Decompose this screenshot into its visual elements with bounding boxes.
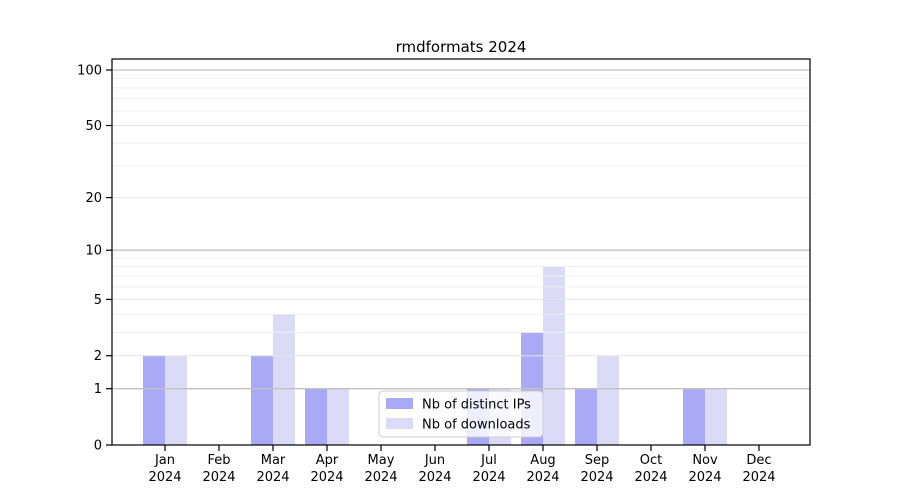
- plot-border: [111, 58, 811, 446]
- bar-nb-of-downloads: [165, 355, 187, 445]
- chart-title: rmdformats 2024: [396, 38, 527, 56]
- bar-nb-of-distinct-ips: [143, 355, 165, 445]
- legend-swatch-downloads: [386, 418, 413, 429]
- bar-nb-of-downloads: [705, 388, 727, 445]
- y-tick-label: 2: [94, 349, 102, 364]
- legend-swatch-distinct-ips: [386, 398, 413, 409]
- x-tick-label-year: 2024: [256, 470, 289, 485]
- x-tick-label-year: 2024: [310, 470, 343, 485]
- x-tick-label-month: Aug: [530, 453, 555, 468]
- x-tick-label-month: Dec: [746, 453, 771, 468]
- bar-nb-of-downloads: [327, 388, 349, 445]
- legend-label: Nb of distinct IPs: [422, 398, 531, 413]
- y-tick-label: 5: [94, 293, 102, 308]
- x-tick-label-month: Jul: [480, 453, 497, 468]
- bar-nb-of-distinct-ips: [305, 388, 327, 445]
- bar-nb-of-downloads: [273, 314, 295, 445]
- x-tick-label-month: Jan: [154, 453, 175, 468]
- x-tick-label-month: Feb: [207, 453, 230, 468]
- x-tick-label-year: 2024: [634, 470, 667, 485]
- y-axis: 0 1 2 5 10 20 50 100: [77, 64, 112, 454]
- x-tick-label-month: Apr: [316, 453, 339, 468]
- y-tick-label: 1: [94, 382, 102, 397]
- bar-nb-of-distinct-ips: [683, 388, 705, 445]
- x-tick-label-month: Jun: [424, 453, 445, 468]
- x-tick-label-month: Sep: [585, 453, 610, 468]
- x-tick-label-year: 2024: [472, 470, 505, 485]
- x-tick-label-year: 2024: [202, 470, 235, 485]
- y-tick-label: 10: [85, 244, 102, 259]
- y-tick-label: 100: [77, 64, 102, 79]
- x-tick-label-month: Oct: [640, 453, 662, 468]
- x-tick-label-year: 2024: [364, 470, 397, 485]
- legend: Nb of distinct IPs Nb of downloads: [378, 390, 544, 438]
- x-tick-label-year: 2024: [148, 470, 181, 485]
- legend-label: Nb of downloads: [422, 418, 531, 433]
- x-tick-label-month: May: [368, 453, 395, 468]
- x-tick-label-year: 2024: [418, 470, 451, 485]
- legend-box: [378, 390, 544, 438]
- bar-nb-of-distinct-ips: [575, 388, 597, 445]
- x-tick-label-year: 2024: [526, 470, 559, 485]
- gridlines-layer: [112, 69, 810, 390]
- bar-nb-of-downloads: [597, 355, 619, 445]
- bar-nb-of-distinct-ips: [251, 355, 273, 445]
- x-tick-label-year: 2024: [580, 470, 613, 485]
- y-tick-label: 0: [94, 439, 102, 454]
- y-tick-label: 20: [85, 191, 102, 206]
- x-tick-label-month: Nov: [692, 453, 718, 468]
- x-axis: Jan 2024 Feb 2024 Mar 2024 Apr 2024 May 2024 Jun 20…: [148, 445, 776, 485]
- x-tick-label-month: Mar: [261, 453, 286, 468]
- x-tick-label-year: 2024: [742, 470, 775, 485]
- y-tick-label: 50: [85, 119, 102, 134]
- x-tick-label-year: 2024: [688, 470, 721, 485]
